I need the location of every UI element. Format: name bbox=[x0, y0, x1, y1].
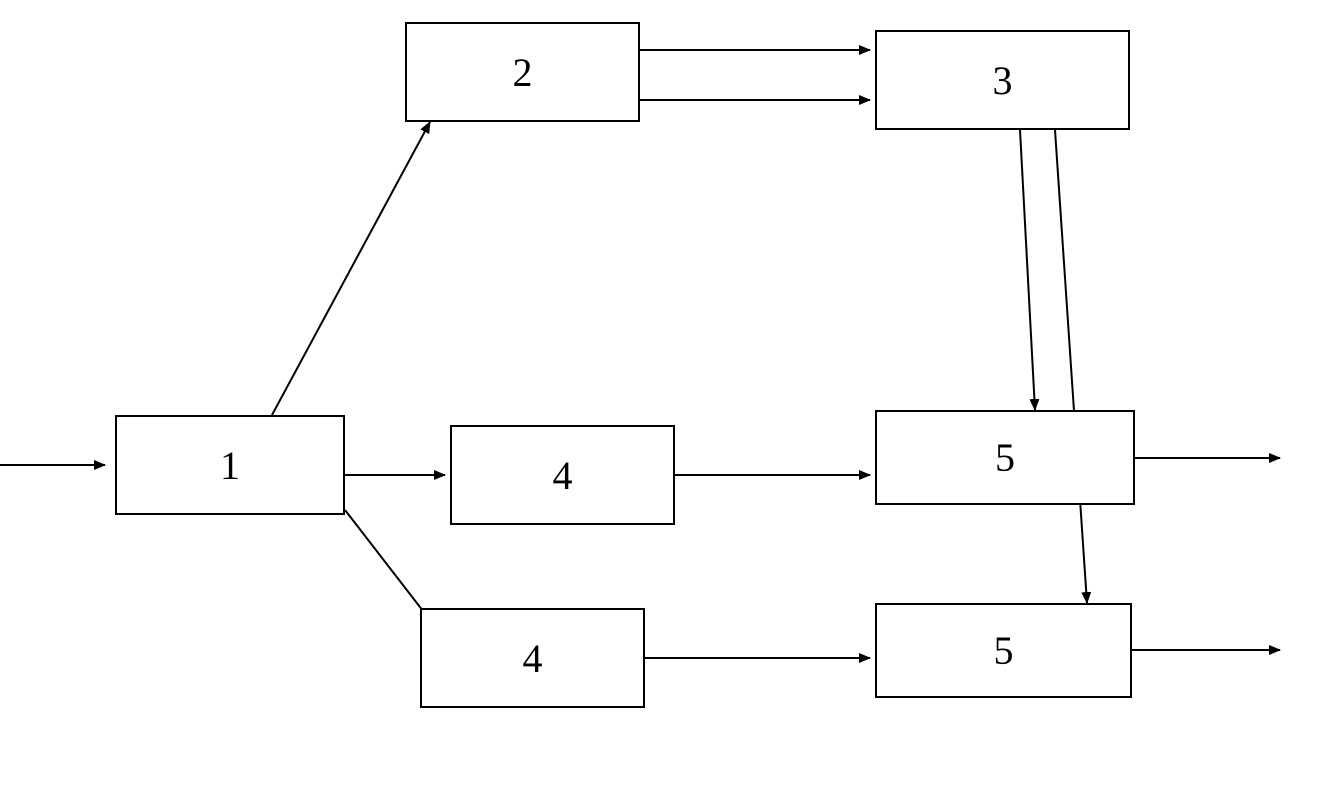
edge-3-5a bbox=[1020, 130, 1035, 410]
node-n2: 2 bbox=[405, 22, 640, 122]
node-label: 5 bbox=[994, 627, 1014, 674]
node-label: 3 bbox=[993, 57, 1013, 104]
node-n5a: 5 bbox=[875, 410, 1135, 505]
node-n4a: 4 bbox=[450, 425, 675, 525]
edge-3-5b bbox=[1055, 130, 1087, 603]
node-n5b: 5 bbox=[875, 603, 1132, 698]
node-n3: 3 bbox=[875, 30, 1130, 130]
node-label: 1 bbox=[220, 442, 240, 489]
node-label: 4 bbox=[523, 635, 543, 682]
node-label: 2 bbox=[513, 49, 533, 96]
edge-1-2 bbox=[272, 122, 430, 415]
edge-1-4b bbox=[345, 510, 430, 620]
node-n4b: 4 bbox=[420, 608, 645, 708]
node-label: 4 bbox=[553, 452, 573, 499]
node-label: 5 bbox=[995, 434, 1015, 481]
node-n1: 1 bbox=[115, 415, 345, 515]
